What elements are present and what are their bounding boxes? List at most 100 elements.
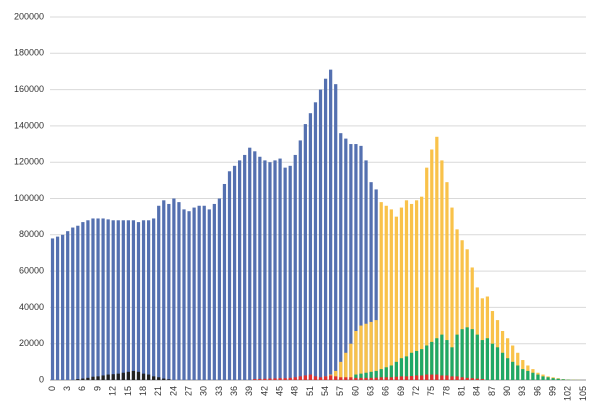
bar (182, 209, 186, 380)
bar (323, 376, 328, 380)
bar (303, 375, 307, 380)
y-tick-label: 120000 (14, 157, 44, 167)
bar (96, 376, 100, 380)
x-tick-label: 33 (214, 386, 224, 396)
bar (556, 378, 560, 380)
bar (460, 329, 464, 380)
bar (339, 133, 343, 380)
bar (561, 379, 565, 380)
bar (339, 361, 343, 380)
bar (526, 370, 530, 380)
bar (445, 375, 449, 380)
bar (157, 377, 161, 380)
bar (404, 376, 409, 380)
bar (248, 147, 252, 380)
bar (243, 154, 247, 380)
bar (379, 369, 383, 380)
bar (152, 376, 156, 380)
bar (455, 376, 459, 380)
bar (146, 374, 151, 380)
bar (420, 349, 424, 380)
bar (475, 287, 479, 380)
y-tick-label: 60000 (19, 265, 44, 275)
y-tick-label: 200000 (14, 11, 44, 21)
bar (364, 323, 368, 380)
bar (389, 209, 393, 380)
bar (374, 377, 378, 380)
bar (364, 372, 368, 380)
bar (81, 222, 85, 380)
bar (384, 367, 388, 380)
bar (379, 377, 383, 380)
x-tick-label: 12 (108, 386, 118, 396)
x-tick-label: 69 (396, 386, 406, 396)
bar (273, 160, 277, 380)
x-tick-label: 54 (320, 386, 330, 396)
bar (303, 124, 307, 381)
bar (278, 158, 282, 380)
x-tick-label: 9 (92, 386, 102, 391)
x-tick-label: 42 (259, 386, 269, 396)
bar (66, 231, 70, 380)
bar (167, 379, 171, 380)
bar (465, 249, 469, 380)
bar (192, 207, 196, 380)
bar (369, 371, 373, 380)
y-tick-label: 20000 (19, 338, 44, 348)
bar (364, 160, 368, 380)
bar (430, 374, 434, 380)
bar (76, 379, 80, 380)
bar (546, 377, 550, 380)
bar (76, 225, 80, 380)
bar (369, 321, 373, 380)
x-tick-label: 57 (335, 386, 345, 396)
bar (258, 156, 262, 380)
x-tick-label: 24 (168, 386, 178, 396)
bar (172, 198, 176, 380)
bar (152, 218, 156, 380)
bar (506, 358, 510, 380)
bar (344, 138, 348, 380)
x-tick-label: 6 (77, 386, 87, 391)
bar (450, 207, 454, 380)
bar (359, 325, 363, 380)
bar (101, 375, 105, 380)
bar (313, 102, 318, 381)
bar (111, 220, 115, 380)
bar (111, 374, 115, 380)
bar (329, 69, 333, 380)
bar (430, 149, 434, 380)
x-tick-label: 66 (381, 386, 391, 396)
bar (318, 89, 323, 380)
bar (50, 238, 55, 380)
bar (379, 202, 383, 380)
bar (136, 222, 141, 380)
bar (253, 151, 257, 380)
bar (414, 350, 419, 380)
bar (308, 374, 313, 380)
bar (511, 361, 515, 380)
bar (298, 140, 302, 380)
bar (258, 378, 262, 380)
bar (91, 218, 95, 380)
bar (425, 345, 429, 380)
bar (374, 370, 378, 380)
bar (399, 376, 404, 380)
x-tick-label: 87 (487, 386, 497, 396)
bar (126, 220, 130, 380)
bar (131, 370, 136, 380)
x-tick-label: 39 (244, 386, 254, 396)
bar (86, 220, 90, 380)
bar (364, 377, 368, 380)
bar (308, 113, 313, 380)
bar (384, 205, 388, 380)
x-tick-label: 84 (472, 386, 482, 396)
x-tick-label: 45 (274, 386, 284, 396)
bar (344, 377, 348, 380)
y-tick-label: 160000 (14, 84, 44, 94)
y-tick-label: 0 (39, 374, 44, 384)
bar (278, 378, 282, 380)
bar (450, 347, 454, 380)
bar (96, 218, 100, 380)
x-tick-label: 21 (153, 386, 163, 396)
